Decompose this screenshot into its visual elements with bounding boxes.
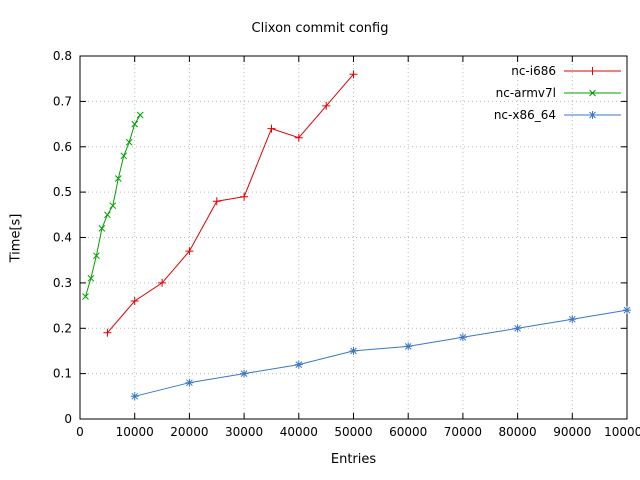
series-marker-nc-x86_64 — [623, 306, 631, 315]
series-marker-nc-x86_64 — [404, 342, 413, 351]
series-marker-nc-armv7l — [104, 211, 111, 219]
legend-marker-nc-armv7l — [589, 89, 596, 97]
chart-title: Clixon commit config — [251, 21, 389, 36]
x-tick-label: 90000 — [553, 425, 591, 439]
series-marker-nc-armv7l — [114, 175, 122, 182]
series-marker-nc-i686 — [240, 192, 249, 201]
series-marker-nc-i686 — [322, 101, 331, 110]
series-marker-nc-armv7l — [82, 293, 89, 300]
series-marker-nc-i686 — [103, 328, 112, 337]
series-marker-nc-i686 — [185, 247, 194, 256]
series-marker-nc-armv7l — [120, 152, 128, 160]
series-marker-nc-i686 — [267, 124, 276, 133]
y-tick-label: 0.7 — [53, 94, 72, 108]
series-marker-nc-i686 — [158, 278, 167, 287]
series-marker-nc-i686 — [294, 133, 303, 142]
series-marker-nc-armv7l — [98, 225, 106, 232]
series-marker-nc-i686 — [212, 197, 221, 206]
x-tick-label: 50000 — [334, 425, 372, 439]
x-tick-label: 70000 — [444, 425, 482, 439]
series-marker-nc-x86_64 — [458, 333, 467, 342]
series-marker-nc-x86_64 — [349, 346, 358, 355]
series-marker-nc-armv7l — [87, 274, 95, 282]
series-marker-nc-armv7l — [125, 138, 133, 146]
series-marker-nc-i686 — [130, 297, 139, 305]
series-marker-nc-x86_64 — [130, 392, 139, 401]
y-tick-label: 0.1 — [53, 367, 72, 381]
series-marker-nc-armv7l — [109, 202, 117, 210]
y-tick-label: 0.2 — [53, 321, 72, 335]
series-marker-nc-armv7l — [136, 111, 144, 119]
series-line-nc-i686 — [107, 73, 354, 334]
legend-label-nc-i686: nc-i686 — [511, 64, 556, 78]
y-tick-label: 0.3 — [53, 276, 72, 290]
series-marker-nc-x86_64 — [240, 369, 249, 378]
y-tick-label: 0.4 — [53, 231, 72, 245]
series-line-nc-x86_64 — [134, 309, 628, 397]
x-tick-label: 10000 — [116, 425, 154, 439]
y-tick-label: 0 — [64, 412, 72, 426]
series-marker-nc-armv7l — [131, 120, 139, 128]
series-marker-nc-x86_64 — [513, 324, 522, 333]
series-marker-nc-armv7l — [93, 252, 100, 260]
legend-marker-nc-i686 — [588, 67, 597, 75]
x-tick-label: 20000 — [170, 425, 208, 439]
legend-label-nc-armv7l: nc-armv7l — [496, 86, 556, 100]
y-tick-label: 0.6 — [53, 140, 72, 154]
x-axis-label: Entries — [330, 452, 377, 467]
x-tick-label: 0 — [76, 425, 84, 439]
legend-marker-nc-x86_64 — [588, 111, 597, 119]
y-tick-label: 0.5 — [53, 185, 72, 199]
x-tick-label: 80000 — [499, 425, 537, 439]
series-marker-nc-x86_64 — [185, 378, 194, 387]
y-tick-label: 0.8 — [53, 49, 72, 63]
legend-label-nc-x86_64: nc-x86_64 — [494, 108, 556, 122]
x-tick-label: 30000 — [225, 425, 263, 439]
x-tick-label: 40000 — [280, 425, 318, 439]
x-tick-label: 60000 — [389, 425, 427, 439]
series-marker-nc-x86_64 — [294, 360, 303, 369]
series-marker-nc-x86_64 — [568, 315, 577, 324]
series-marker-nc-i686 — [349, 70, 358, 79]
